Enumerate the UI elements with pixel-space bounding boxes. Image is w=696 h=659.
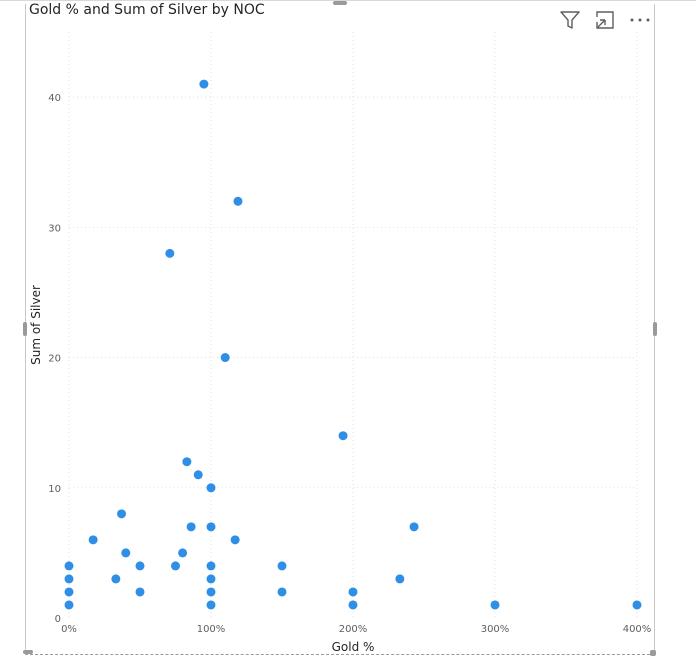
- scatter-point[interactable]: [348, 600, 358, 610]
- y-tick-label: 0: [55, 614, 61, 625]
- filter-icon[interactable]: [558, 8, 582, 32]
- y-tick-label: 10: [48, 484, 61, 495]
- scatter-point[interactable]: [121, 548, 131, 558]
- x-tick-label: 200%: [339, 624, 368, 635]
- scatter-point[interactable]: [277, 587, 287, 597]
- scatter-point[interactable]: [206, 600, 216, 610]
- resize-handle-left[interactable]: [23, 322, 27, 336]
- scatter-point[interactable]: [117, 509, 127, 519]
- scatter-point[interactable]: [490, 600, 500, 610]
- resize-handle-right[interactable]: [653, 322, 657, 336]
- scatter-point[interactable]: [178, 548, 188, 558]
- scatter-point[interactable]: [348, 587, 358, 597]
- scatter-point[interactable]: [64, 600, 74, 610]
- scatter-point[interactable]: [64, 561, 74, 571]
- scatter-point[interactable]: [206, 561, 216, 571]
- chart-title: Gold % and Sum of Silver by NOC: [29, 2, 265, 18]
- scatter-point[interactable]: [206, 574, 216, 584]
- x-tick-label: 300%: [481, 624, 510, 635]
- x-axis-title: Gold %: [332, 640, 375, 654]
- resize-handle-top[interactable]: [333, 1, 347, 5]
- x-tick-label: 100%: [197, 624, 226, 635]
- scatter-point[interactable]: [135, 587, 145, 597]
- y-tick-label: 20: [48, 354, 61, 365]
- scatter-point[interactable]: [199, 79, 209, 89]
- scatter-point[interactable]: [135, 561, 145, 571]
- scatter-point[interactable]: [277, 561, 287, 571]
- scatter-point[interactable]: [171, 561, 180, 571]
- scatter-point[interactable]: [230, 535, 240, 545]
- scatter-point[interactable]: [409, 522, 419, 532]
- scatter-point[interactable]: [186, 522, 196, 532]
- scatter-point[interactable]: [182, 457, 192, 467]
- scatter-point[interactable]: [395, 574, 405, 584]
- x-tick-label: 400%: [623, 624, 652, 635]
- scatter-point[interactable]: [64, 587, 74, 597]
- scatter-point[interactable]: [206, 483, 216, 493]
- scatter-point[interactable]: [111, 574, 121, 584]
- scatter-point[interactable]: [165, 248, 175, 258]
- scatter-point[interactable]: [220, 353, 230, 363]
- scatter-point[interactable]: [338, 431, 348, 441]
- scatter-point[interactable]: [206, 522, 216, 532]
- scatter-point[interactable]: [88, 535, 98, 545]
- scatter-point[interactable]: [233, 196, 243, 206]
- resize-handle-bottom-left[interactable]: [23, 650, 33, 654]
- resize-handle-bottom-right[interactable]: [650, 650, 656, 656]
- focus-mode-icon[interactable]: [593, 8, 617, 32]
- y-axis-title: Sum of Silver: [29, 285, 43, 365]
- y-tick-label: 40: [48, 93, 61, 104]
- y-tick-label: 30: [48, 223, 61, 234]
- scatter-point[interactable]: [206, 587, 216, 597]
- more-options-icon[interactable]: [628, 8, 652, 32]
- x-tick-label: 0%: [61, 624, 77, 635]
- scatter-point[interactable]: [193, 470, 203, 480]
- scatter-point[interactable]: [632, 600, 642, 610]
- scatter-point[interactable]: [64, 574, 74, 584]
- top-rule: [0, 0, 696, 1]
